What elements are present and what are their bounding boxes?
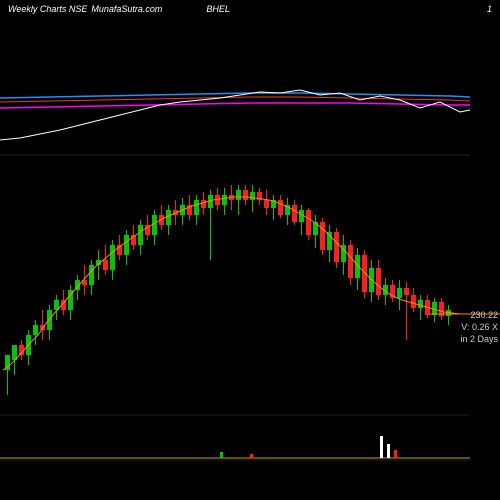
days-label: in 2 Days: [460, 334, 498, 344]
chart-header: Weekly Charts NSE MunafaSutra.com BHEL 1: [8, 4, 492, 14]
symbol-text: BHEL: [206, 4, 230, 14]
volume-label: V: 0.26 X: [461, 322, 498, 332]
top-right-value: 1: [487, 4, 492, 14]
title-text: Weekly Charts NSE: [8, 4, 87, 14]
chart-canvas: [0, 0, 500, 500]
source-text: MunafaSutra.com: [91, 4, 162, 14]
price-label: 230.22: [470, 310, 498, 320]
